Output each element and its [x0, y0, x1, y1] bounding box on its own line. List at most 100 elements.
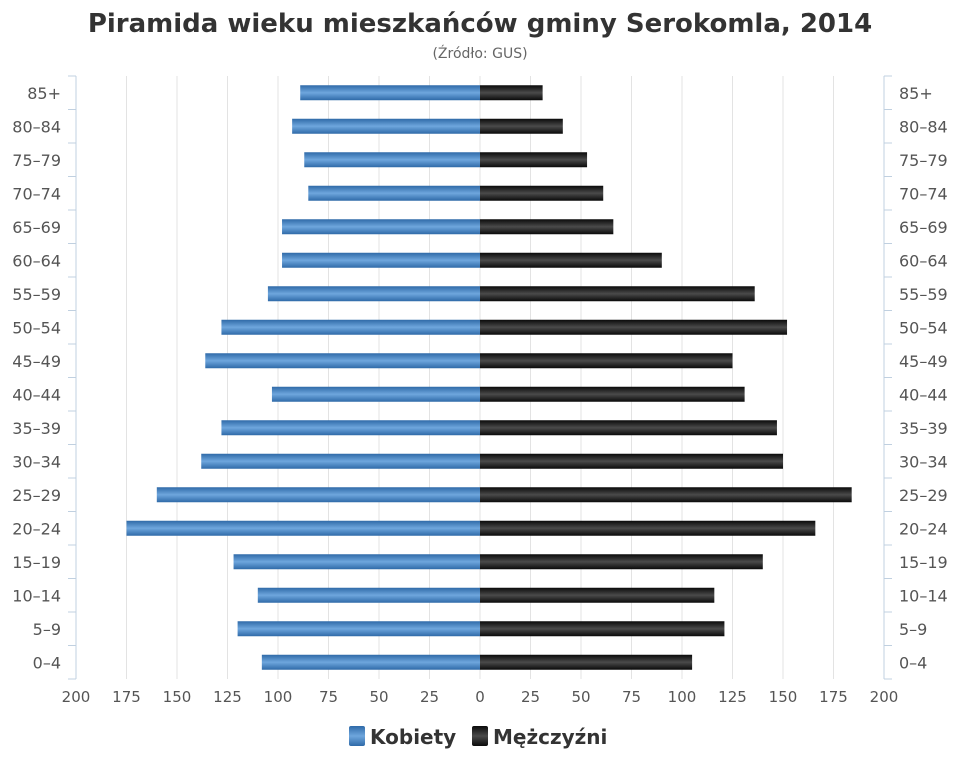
category-label-left: 20–24 — [12, 519, 61, 538]
x-tick-label: 200 — [870, 688, 899, 706]
category-label-left: 25–29 — [12, 486, 61, 505]
bar-mezczyzni[interactable] — [480, 554, 763, 570]
legend-label-kobiety: Kobiety — [370, 725, 456, 749]
category-label-right: 5–9 — [899, 620, 927, 639]
x-tick-label: 175 — [819, 688, 848, 706]
bar-mezczyzni[interactable] — [480, 252, 662, 268]
x-tick-label: 175 — [112, 688, 141, 706]
legend-swatch-kobiety — [349, 726, 365, 746]
bar-kobiety[interactable] — [261, 654, 480, 670]
x-tick-label: 150 — [769, 688, 798, 706]
bar-mezczyzni[interactable] — [480, 487, 852, 503]
category-label-left: 50–54 — [12, 318, 61, 337]
legend-item-mezczyzni[interactable]: Mężczyźni — [472, 725, 607, 749]
x-tick-label: 50 — [571, 688, 590, 706]
x-tick-label: 100 — [264, 688, 293, 706]
bar-kobiety[interactable] — [221, 319, 480, 335]
category-label-right: 65–69 — [899, 218, 948, 237]
category-label-right: 75–79 — [899, 151, 948, 170]
legend-swatch-mezczyzni — [472, 726, 488, 746]
bar-kobiety[interactable] — [156, 487, 481, 503]
bar-mezczyzni[interactable] — [480, 520, 816, 536]
bar-kobiety[interactable] — [304, 152, 480, 168]
bar-mezczyzni[interactable] — [480, 118, 563, 134]
category-label-left: 30–34 — [12, 452, 61, 471]
category-label-right: 35–39 — [899, 419, 948, 438]
x-tick-label: 200 — [62, 688, 91, 706]
axes — [68, 75, 892, 680]
category-label-left: 55–59 — [12, 285, 61, 304]
bar-mezczyzni[interactable] — [480, 386, 745, 402]
bar-kobiety[interactable] — [257, 587, 480, 603]
bar-mezczyzni[interactable] — [480, 353, 733, 369]
bar-kobiety[interactable] — [292, 118, 480, 134]
category-label-left: 45–49 — [12, 352, 61, 371]
bar-mezczyzni[interactable] — [480, 152, 588, 168]
x-tick-label: 25 — [521, 688, 540, 706]
x-tick-label: 50 — [369, 688, 388, 706]
category-label-left: 65–69 — [12, 218, 61, 237]
category-label-left: 60–64 — [12, 251, 61, 270]
category-label-left: 5–9 — [33, 620, 61, 639]
category-label-left: 85+ — [27, 84, 61, 103]
category-label-right: 70–74 — [899, 184, 948, 203]
category-label-left: 40–44 — [12, 385, 61, 404]
category-label-right: 20–24 — [899, 519, 948, 538]
x-tick-label: 100 — [668, 688, 697, 706]
bar-mezczyzni[interactable] — [480, 621, 725, 637]
category-label-right: 85+ — [899, 84, 933, 103]
category-label-left: 70–74 — [12, 184, 61, 203]
bar-kobiety[interactable] — [308, 185, 480, 201]
category-label-left: 15–19 — [12, 553, 61, 572]
category-label-right: 15–19 — [899, 553, 948, 572]
x-tick-label: 75 — [319, 688, 338, 706]
x-tick-label: 150 — [163, 688, 192, 706]
bar-mezczyzni[interactable] — [480, 85, 543, 101]
bar-kobiety[interactable] — [233, 554, 480, 570]
x-tick-label: 125 — [718, 688, 747, 706]
bar-mezczyzni[interactable] — [480, 453, 783, 469]
category-label-right: 50–54 — [899, 318, 948, 337]
bar-mezczyzni[interactable] — [480, 286, 755, 302]
bar-kobiety[interactable] — [282, 219, 480, 235]
x-tick-label: 125 — [213, 688, 242, 706]
bar-kobiety[interactable] — [221, 420, 480, 436]
category-label-right: 0–4 — [899, 653, 927, 672]
category-label-right: 30–34 — [899, 452, 948, 471]
chart-subtitle: (Źródło: GUS) — [432, 44, 527, 62]
bar-kobiety[interactable] — [237, 621, 480, 637]
category-label-left: 75–79 — [12, 151, 61, 170]
category-label-right: 10–14 — [899, 586, 948, 605]
x-tick-label: 75 — [622, 688, 641, 706]
bar-kobiety[interactable] — [201, 453, 481, 469]
legend[interactable]: Kobiety Mężczyźni — [349, 725, 607, 749]
bar-kobiety[interactable] — [205, 353, 480, 369]
category-label-right: 25–29 — [899, 486, 948, 505]
bar-mezczyzni[interactable] — [480, 587, 715, 603]
category-label-right: 55–59 — [899, 285, 948, 304]
legend-item-kobiety[interactable]: Kobiety — [349, 725, 456, 749]
category-label-right: 80–84 — [899, 117, 948, 136]
bar-kobiety[interactable] — [271, 386, 480, 402]
x-tick-label: 0 — [475, 688, 485, 706]
bar-mezczyzni[interactable] — [480, 219, 614, 235]
category-label-left: 80–84 — [12, 117, 61, 136]
chart-title: Piramida wieku mieszkańców gminy Serokom… — [88, 9, 872, 39]
x-tick-labels: 200 175 150 125 100 75 50 25 0 25 50 75 100 125 150 175… — [62, 688, 899, 706]
category-labels-left: 85+ 80–84 75–79 70–74 65–69 60–64 55–59 50–54 45… — [12, 84, 61, 673]
bar-kobiety[interactable] — [267, 286, 480, 302]
x-tick-label: 25 — [420, 688, 439, 706]
bar-mezczyzni[interactable] — [480, 185, 604, 201]
bar-mezczyzni[interactable] — [480, 654, 693, 670]
bar-mezczyzni[interactable] — [480, 319, 788, 335]
bar-mezczyzni[interactable] — [480, 420, 777, 436]
bar-kobiety[interactable] — [300, 85, 480, 101]
bar-kobiety[interactable] — [282, 252, 480, 268]
bars — [126, 85, 852, 670]
category-label-left: 10–14 — [12, 586, 61, 605]
category-labels-right: 85+ 80–84 75–79 70–74 65–69 60–64 55–59 50–54 45… — [899, 84, 948, 673]
bar-kobiety[interactable] — [126, 520, 481, 536]
category-label-left: 0–4 — [33, 653, 61, 672]
legend-label-mezczyzni: Mężczyźni — [493, 725, 607, 749]
